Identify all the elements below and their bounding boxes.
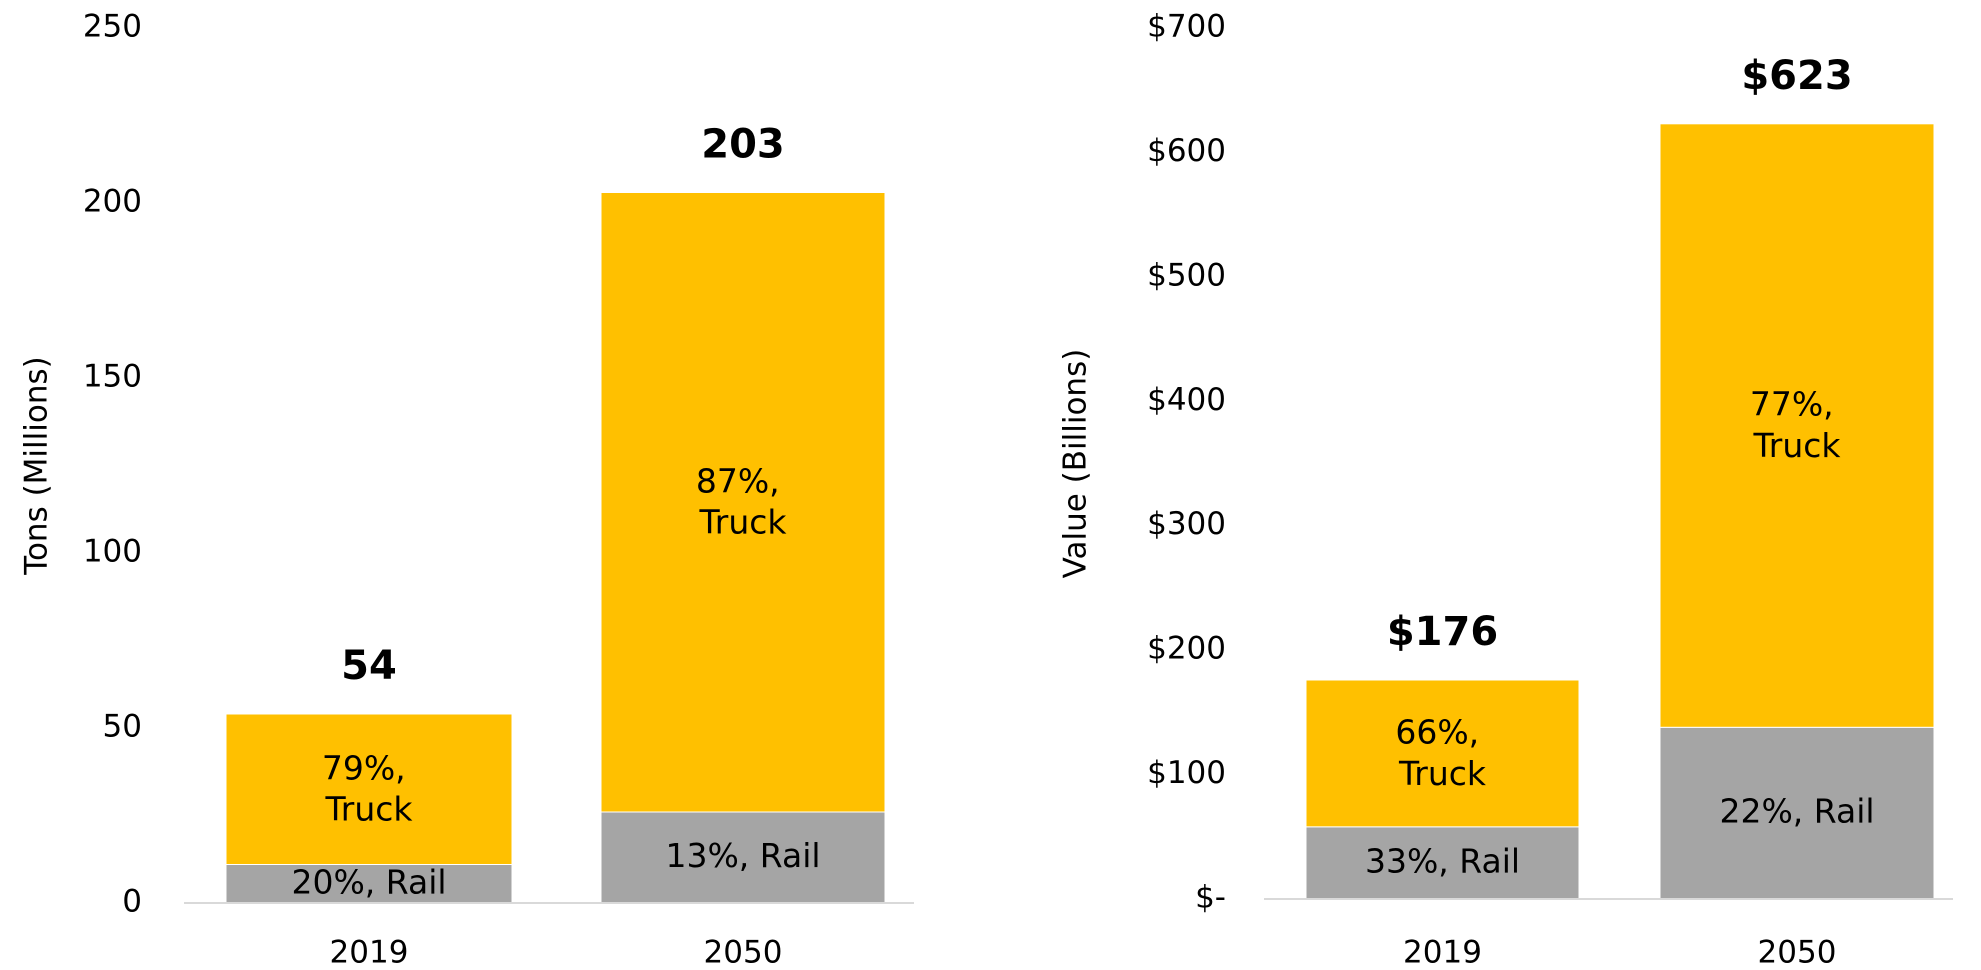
bar-segment	[225, 864, 513, 904]
bar-segment	[600, 192, 886, 813]
bar-segment	[1659, 726, 1935, 900]
y-tick-label: 200	[83, 184, 142, 220]
bar-segment	[1305, 826, 1580, 900]
segment-label: 87%, Truck	[696, 461, 790, 541]
x-tick-label: 2050	[704, 935, 783, 970]
x-tick-label: 2050	[1758, 935, 1837, 970]
y-tick-label: $300	[1147, 506, 1226, 542]
y-tick-label: $500	[1147, 257, 1226, 293]
segment-label-line: 87%,	[696, 461, 790, 500]
segment-label-line: Truck	[324, 789, 413, 828]
segment-label: 77%, Truck	[1750, 384, 1844, 464]
bar-segment	[225, 713, 513, 865]
total-label: $623	[1741, 53, 1852, 99]
bar-segment	[1659, 123, 1935, 728]
segment-label: 33%, Rail	[1365, 841, 1520, 880]
segment-label-line: Truck	[1752, 425, 1841, 464]
y-axis-label: Tons (Millions)	[19, 356, 55, 575]
segment-label: 22%, Rail	[1719, 792, 1874, 831]
y-axis-label: Value (Billions)	[1058, 349, 1094, 579]
y-tick-label: 50	[103, 709, 142, 745]
y-tick-label: $600	[1147, 133, 1226, 169]
y-tick-label: 100	[83, 534, 142, 570]
segment-label-line: 79%,	[322, 748, 416, 787]
segment-label: 20%, Rail	[291, 862, 446, 901]
y-tick-label: 0	[122, 884, 142, 920]
chart: $- $100 $200 $300 $400 $500 $600 $700 Value (Bil…	[1058, 9, 1953, 970]
total-label: 54	[341, 643, 397, 689]
y-tick-label: $200	[1147, 631, 1226, 667]
y-tick-label: $700	[1147, 9, 1226, 45]
y-tick-label: 250	[83, 9, 142, 45]
y-tick-label: $400	[1147, 382, 1226, 418]
x-tick-label: 2019	[1403, 935, 1482, 970]
total-label: $176	[1387, 609, 1498, 655]
x-tick-label: 2019	[330, 935, 409, 970]
bar-segment	[600, 811, 886, 904]
total-label: 203	[701, 122, 785, 168]
y-tick-label: $-	[1195, 880, 1226, 916]
segment-label-line: Truck	[698, 502, 787, 541]
segment-label: 79%, Truck	[322, 748, 416, 828]
segment-label: 13%, Rail	[665, 836, 820, 875]
bar-segment	[1305, 679, 1580, 828]
segment-label-line: 66%,	[1395, 712, 1489, 751]
segment-label-line: 77%,	[1750, 384, 1844, 423]
y-tick-label: $100	[1147, 755, 1226, 791]
chart: 0 50 100 150 200 250 Tons (Millions) 20%, Rail 7…	[19, 9, 914, 970]
segment-label-line: Truck	[1398, 753, 1487, 792]
segment-label: 66%, Truck	[1395, 712, 1489, 792]
y-tick-label: 150	[83, 359, 142, 395]
